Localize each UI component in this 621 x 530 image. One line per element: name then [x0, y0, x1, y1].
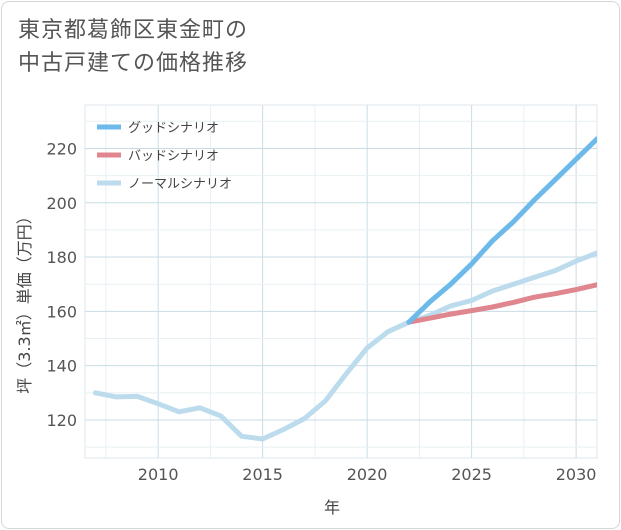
series-line-good [406, 136, 597, 325]
chart-title: 東京都葛飾区東金町の 中古戸建ての価格推移 [18, 14, 248, 80]
y-tick-label: 200 [46, 194, 77, 213]
y-tick-label: 120 [46, 411, 77, 430]
x-tick-label: 2020 [347, 465, 388, 484]
legend-label: グッドシナリオ [128, 121, 219, 136]
x-axis-title: 年 [324, 498, 340, 517]
y-tick-label: 220 [46, 139, 77, 158]
plot-area [84, 104, 598, 459]
x-tick-label: 2030 [556, 465, 597, 484]
title-line-2: 中古戸建ての価格推移 [18, 51, 249, 76]
axes: 2010 2015 2020 2025 2030 120 140 160 180 200 220 [46, 139, 596, 484]
y-tick-label: 140 [46, 357, 77, 376]
series-lines [92, 136, 597, 442]
title-line-1: 東京都葛飾区東金町の [18, 18, 249, 43]
x-tick-label: 2010 [138, 465, 179, 484]
y-tick-label: 160 [46, 302, 77, 321]
y-axis-title: 坪（3.3㎡）単価（万円） [15, 208, 34, 393]
x-tick-label: 2015 [242, 465, 283, 484]
grid-lines [84, 104, 598, 459]
y-tick-label: 180 [46, 248, 77, 267]
legend-label: ノーマルシナリオ [128, 177, 232, 192]
series-line-bad [406, 282, 597, 325]
series-line-normal [92, 250, 597, 442]
x-tick-label: 2025 [451, 465, 492, 484]
legend-label: バッドシナリオ [128, 149, 219, 164]
